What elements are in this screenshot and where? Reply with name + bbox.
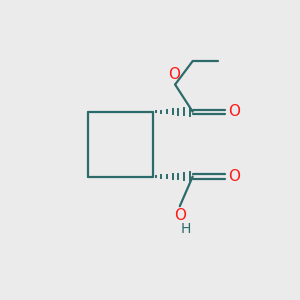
Text: O: O bbox=[229, 169, 241, 184]
Text: O: O bbox=[174, 208, 186, 223]
Text: H: H bbox=[181, 222, 191, 236]
Text: O: O bbox=[229, 104, 241, 119]
Text: O: O bbox=[168, 67, 180, 82]
